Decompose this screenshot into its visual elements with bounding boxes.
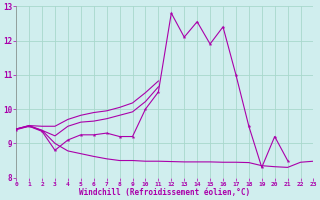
X-axis label: Windchill (Refroidissement éolien,°C): Windchill (Refroidissement éolien,°C) [79, 188, 250, 197]
